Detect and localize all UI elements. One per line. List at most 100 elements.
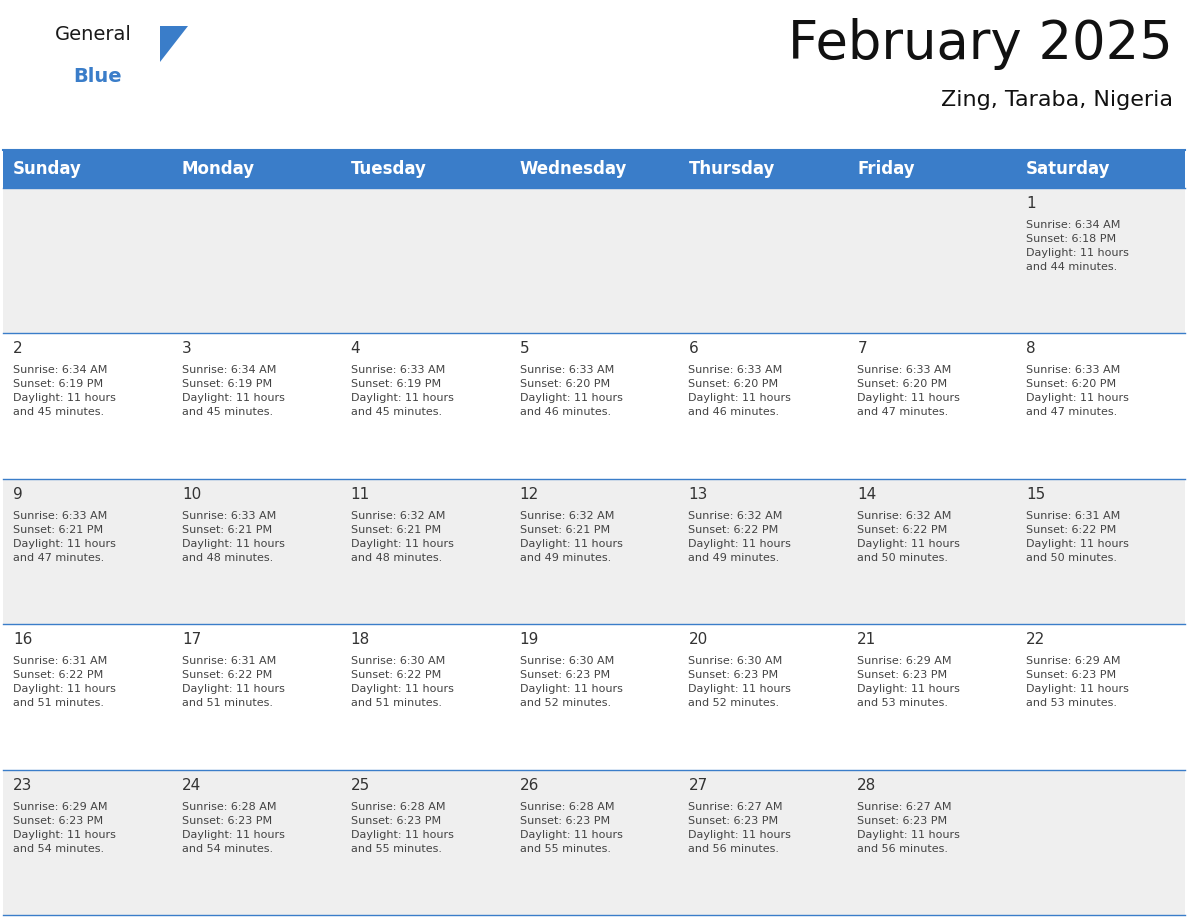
Bar: [4, 150, 172, 188]
Bar: [1016, 150, 1184, 188]
Text: Sunrise: 6:33 AM
Sunset: 6:20 PM
Daylight: 11 hours
and 47 minutes.: Sunrise: 6:33 AM Sunset: 6:20 PM Dayligh…: [858, 365, 960, 418]
Text: Sunrise: 6:27 AM
Sunset: 6:23 PM
Daylight: 11 hours
and 56 minutes.: Sunrise: 6:27 AM Sunset: 6:23 PM Dayligh…: [858, 801, 960, 854]
Text: Sunrise: 6:34 AM
Sunset: 6:19 PM
Daylight: 11 hours
and 45 minutes.: Sunrise: 6:34 AM Sunset: 6:19 PM Dayligh…: [182, 365, 285, 418]
Text: Sunrise: 6:33 AM
Sunset: 6:20 PM
Daylight: 11 hours
and 47 minutes.: Sunrise: 6:33 AM Sunset: 6:20 PM Dayligh…: [1026, 365, 1129, 418]
Text: Sunrise: 6:27 AM
Sunset: 6:23 PM
Daylight: 11 hours
and 56 minutes.: Sunrise: 6:27 AM Sunset: 6:23 PM Dayligh…: [688, 801, 791, 854]
Text: Sunrise: 6:29 AM
Sunset: 6:23 PM
Daylight: 11 hours
and 53 minutes.: Sunrise: 6:29 AM Sunset: 6:23 PM Dayligh…: [858, 656, 960, 708]
Bar: [172, 624, 341, 769]
Text: 21: 21: [858, 633, 877, 647]
Text: Sunrise: 6:33 AM
Sunset: 6:20 PM
Daylight: 11 hours
and 46 minutes.: Sunrise: 6:33 AM Sunset: 6:20 PM Dayligh…: [688, 365, 791, 418]
Text: 25: 25: [350, 778, 369, 792]
Bar: [1016, 188, 1184, 333]
Text: 2: 2: [13, 341, 23, 356]
Bar: [172, 150, 341, 188]
Text: 1: 1: [1026, 196, 1036, 211]
Text: Friday: Friday: [858, 160, 915, 178]
Bar: [341, 479, 510, 624]
Text: 17: 17: [182, 633, 201, 647]
Text: Sunrise: 6:33 AM
Sunset: 6:19 PM
Daylight: 11 hours
and 45 minutes.: Sunrise: 6:33 AM Sunset: 6:19 PM Dayligh…: [350, 365, 454, 418]
Text: 15: 15: [1026, 487, 1045, 502]
Text: Sunrise: 6:29 AM
Sunset: 6:23 PM
Daylight: 11 hours
and 54 minutes.: Sunrise: 6:29 AM Sunset: 6:23 PM Dayligh…: [13, 801, 116, 854]
Text: February 2025: February 2025: [789, 18, 1173, 70]
Bar: [1016, 769, 1184, 915]
Text: Sunrise: 6:33 AM
Sunset: 6:21 PM
Daylight: 11 hours
and 47 minutes.: Sunrise: 6:33 AM Sunset: 6:21 PM Dayligh…: [13, 510, 116, 563]
Bar: [678, 624, 847, 769]
Bar: [847, 769, 1016, 915]
Bar: [172, 479, 341, 624]
Bar: [1016, 624, 1184, 769]
Text: 3: 3: [182, 341, 191, 356]
Text: Sunrise: 6:30 AM
Sunset: 6:22 PM
Daylight: 11 hours
and 51 minutes.: Sunrise: 6:30 AM Sunset: 6:22 PM Dayligh…: [350, 656, 454, 708]
Bar: [510, 479, 678, 624]
Text: Sunrise: 6:31 AM
Sunset: 6:22 PM
Daylight: 11 hours
and 51 minutes.: Sunrise: 6:31 AM Sunset: 6:22 PM Dayligh…: [182, 656, 285, 708]
Text: Blue: Blue: [72, 67, 121, 86]
Bar: [678, 333, 847, 479]
Text: Sunrise: 6:33 AM
Sunset: 6:20 PM
Daylight: 11 hours
and 46 minutes.: Sunrise: 6:33 AM Sunset: 6:20 PM Dayligh…: [519, 365, 623, 418]
Bar: [847, 624, 1016, 769]
Text: 7: 7: [858, 341, 867, 356]
Text: 5: 5: [519, 341, 529, 356]
Bar: [847, 333, 1016, 479]
Text: Sunrise: 6:32 AM
Sunset: 6:22 PM
Daylight: 11 hours
and 50 minutes.: Sunrise: 6:32 AM Sunset: 6:22 PM Dayligh…: [858, 510, 960, 563]
Text: Tuesday: Tuesday: [350, 160, 426, 178]
Text: Sunrise: 6:34 AM
Sunset: 6:18 PM
Daylight: 11 hours
and 44 minutes.: Sunrise: 6:34 AM Sunset: 6:18 PM Dayligh…: [1026, 220, 1129, 272]
Bar: [510, 188, 678, 333]
Text: 18: 18: [350, 633, 369, 647]
Text: Thursday: Thursday: [688, 160, 775, 178]
Text: General: General: [55, 25, 132, 44]
Text: 14: 14: [858, 487, 877, 502]
Text: Sunday: Sunday: [13, 160, 82, 178]
Text: 8: 8: [1026, 341, 1036, 356]
Bar: [678, 479, 847, 624]
Bar: [341, 624, 510, 769]
Text: 13: 13: [688, 487, 708, 502]
Text: Sunrise: 6:28 AM
Sunset: 6:23 PM
Daylight: 11 hours
and 55 minutes.: Sunrise: 6:28 AM Sunset: 6:23 PM Dayligh…: [519, 801, 623, 854]
Text: Monday: Monday: [182, 160, 255, 178]
Bar: [847, 188, 1016, 333]
Text: Sunrise: 6:28 AM
Sunset: 6:23 PM
Daylight: 11 hours
and 55 minutes.: Sunrise: 6:28 AM Sunset: 6:23 PM Dayligh…: [350, 801, 454, 854]
Bar: [4, 333, 172, 479]
Bar: [341, 188, 510, 333]
Text: Sunrise: 6:32 AM
Sunset: 6:21 PM
Daylight: 11 hours
and 48 minutes.: Sunrise: 6:32 AM Sunset: 6:21 PM Dayligh…: [350, 510, 454, 563]
Text: Sunrise: 6:30 AM
Sunset: 6:23 PM
Daylight: 11 hours
and 52 minutes.: Sunrise: 6:30 AM Sunset: 6:23 PM Dayligh…: [519, 656, 623, 708]
Text: Sunrise: 6:30 AM
Sunset: 6:23 PM
Daylight: 11 hours
and 52 minutes.: Sunrise: 6:30 AM Sunset: 6:23 PM Dayligh…: [688, 656, 791, 708]
Text: Sunrise: 6:32 AM
Sunset: 6:22 PM
Daylight: 11 hours
and 49 minutes.: Sunrise: 6:32 AM Sunset: 6:22 PM Dayligh…: [688, 510, 791, 563]
Bar: [847, 479, 1016, 624]
Bar: [678, 188, 847, 333]
Text: 26: 26: [519, 778, 539, 792]
Text: Zing, Taraba, Nigeria: Zing, Taraba, Nigeria: [941, 90, 1173, 110]
Bar: [678, 769, 847, 915]
Bar: [678, 150, 847, 188]
Bar: [510, 769, 678, 915]
Bar: [1016, 479, 1184, 624]
Text: Saturday: Saturday: [1026, 160, 1111, 178]
Text: Sunrise: 6:29 AM
Sunset: 6:23 PM
Daylight: 11 hours
and 53 minutes.: Sunrise: 6:29 AM Sunset: 6:23 PM Dayligh…: [1026, 656, 1129, 708]
Bar: [341, 150, 510, 188]
Text: 10: 10: [182, 487, 201, 502]
Bar: [1016, 333, 1184, 479]
Text: 27: 27: [688, 778, 708, 792]
Bar: [4, 624, 172, 769]
Text: Sunrise: 6:31 AM
Sunset: 6:22 PM
Daylight: 11 hours
and 51 minutes.: Sunrise: 6:31 AM Sunset: 6:22 PM Dayligh…: [13, 656, 116, 708]
Text: Wednesday: Wednesday: [519, 160, 627, 178]
Bar: [510, 624, 678, 769]
Bar: [341, 333, 510, 479]
Bar: [172, 188, 341, 333]
Text: Sunrise: 6:28 AM
Sunset: 6:23 PM
Daylight: 11 hours
and 54 minutes.: Sunrise: 6:28 AM Sunset: 6:23 PM Dayligh…: [182, 801, 285, 854]
Text: Sunrise: 6:32 AM
Sunset: 6:21 PM
Daylight: 11 hours
and 49 minutes.: Sunrise: 6:32 AM Sunset: 6:21 PM Dayligh…: [519, 510, 623, 563]
Bar: [172, 333, 341, 479]
Text: 16: 16: [13, 633, 32, 647]
Text: 11: 11: [350, 487, 369, 502]
Text: 24: 24: [182, 778, 201, 792]
Text: 19: 19: [519, 633, 539, 647]
Bar: [4, 769, 172, 915]
Text: 22: 22: [1026, 633, 1045, 647]
Text: Sunrise: 6:31 AM
Sunset: 6:22 PM
Daylight: 11 hours
and 50 minutes.: Sunrise: 6:31 AM Sunset: 6:22 PM Dayligh…: [1026, 510, 1129, 563]
Bar: [172, 769, 341, 915]
Text: 6: 6: [688, 341, 699, 356]
Polygon shape: [160, 26, 188, 62]
Text: 28: 28: [858, 778, 877, 792]
Text: Sunrise: 6:33 AM
Sunset: 6:21 PM
Daylight: 11 hours
and 48 minutes.: Sunrise: 6:33 AM Sunset: 6:21 PM Dayligh…: [182, 510, 285, 563]
Bar: [341, 769, 510, 915]
Bar: [4, 479, 172, 624]
